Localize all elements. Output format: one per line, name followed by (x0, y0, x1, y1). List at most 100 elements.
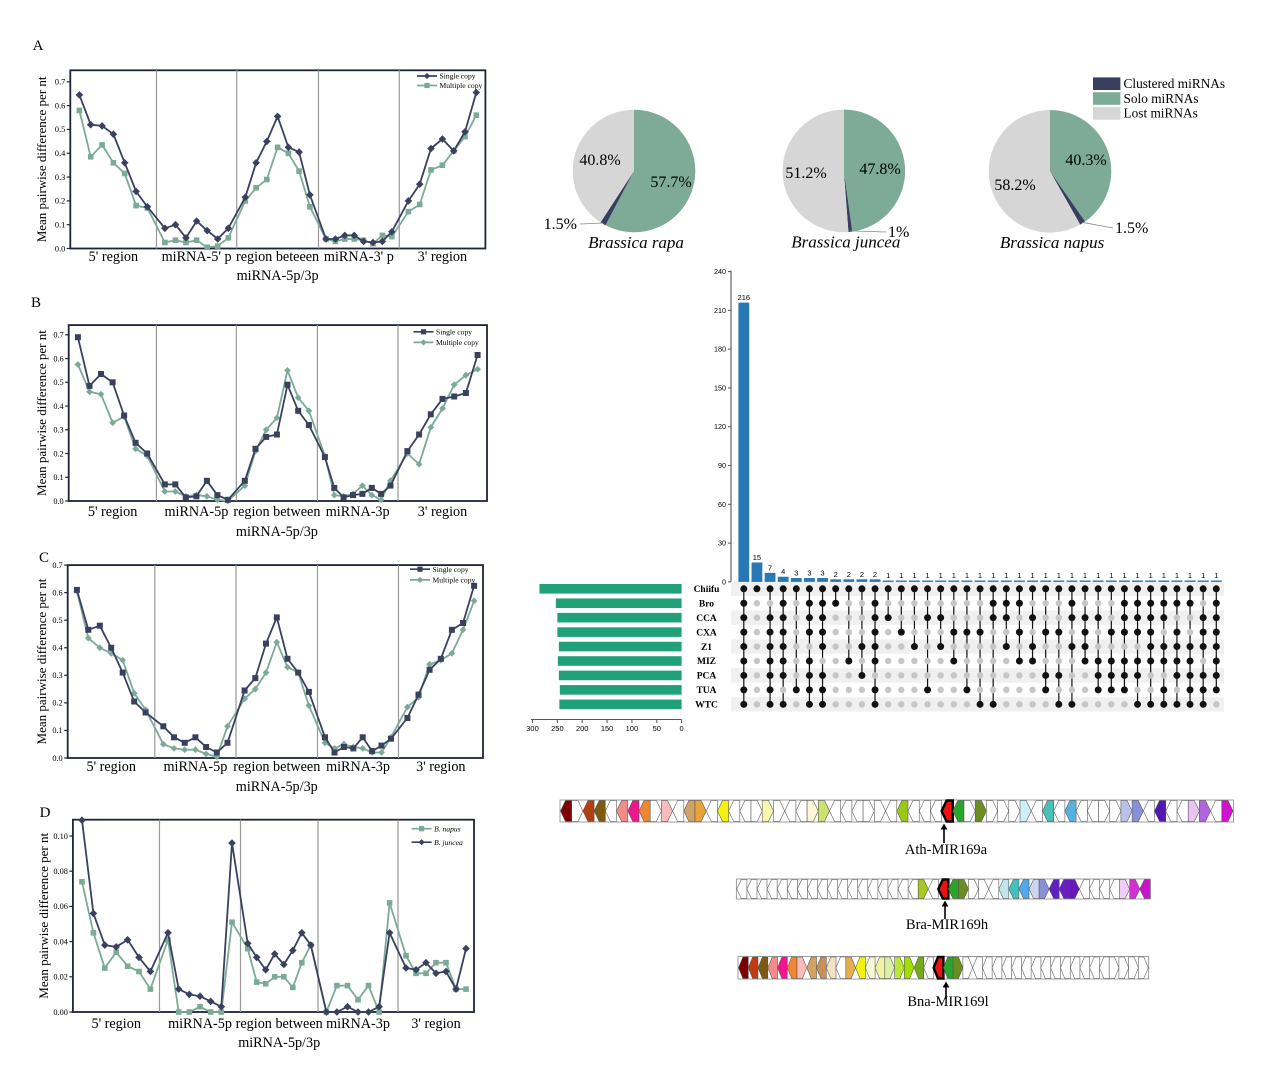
svg-text:0.4: 0.4 (52, 644, 63, 653)
svg-text:1: 1 (1044, 571, 1048, 580)
svg-text:Single copy: Single copy (440, 72, 476, 81)
svg-text:B: B (31, 295, 41, 311)
svg-text:7: 7 (768, 563, 772, 572)
svg-text:0.7: 0.7 (55, 78, 65, 87)
svg-text:47.8%: 47.8% (859, 161, 900, 178)
svg-text:A: A (33, 38, 44, 54)
svg-text:0.1: 0.1 (55, 221, 65, 230)
svg-text:Multiple copy: Multiple copy (440, 81, 483, 90)
svg-text:0.2: 0.2 (55, 197, 65, 206)
svg-text:5' region: 5' region (86, 759, 135, 775)
svg-text:1: 1 (1109, 571, 1113, 580)
svg-text:0.7: 0.7 (53, 331, 63, 340)
svg-text:C: C (39, 550, 49, 566)
svg-text:Clustered miRNAs: Clustered miRNAs (1124, 76, 1226, 91)
svg-text:1: 1 (1096, 571, 1100, 580)
svg-text:2: 2 (834, 570, 838, 579)
svg-text:2: 2 (847, 570, 851, 579)
svg-text:0.7: 0.7 (52, 561, 62, 570)
svg-text:1%: 1% (888, 224, 909, 241)
svg-text:57.7%: 57.7% (650, 174, 691, 191)
svg-text:0.5: 0.5 (55, 125, 65, 134)
svg-text:miRNA-3p: miRNA-3p (326, 1016, 390, 1032)
svg-text:1: 1 (978, 571, 982, 580)
svg-text:1.5%: 1.5% (1115, 220, 1148, 237)
svg-text:miRNA-5p/3p: miRNA-5p/3p (236, 779, 318, 795)
svg-text:300: 300 (526, 724, 539, 733)
svg-text:60: 60 (718, 500, 726, 509)
svg-text:0.2: 0.2 (53, 449, 63, 458)
svg-text:0.6: 0.6 (55, 101, 65, 110)
svg-text:CCA: CCA (696, 614, 717, 624)
svg-text:Single copy: Single copy (433, 565, 469, 574)
svg-text:3: 3 (794, 569, 798, 578)
svg-text:0.6: 0.6 (52, 588, 62, 597)
svg-text:120: 120 (714, 422, 726, 431)
svg-text:1: 1 (952, 571, 956, 580)
svg-text:1: 1 (925, 571, 929, 580)
svg-text:Brassica juncea: Brassica juncea (791, 233, 900, 252)
svg-text:5' region: 5' region (91, 1016, 140, 1032)
svg-text:0.08: 0.08 (53, 867, 68, 876)
svg-text:90: 90 (718, 461, 726, 470)
svg-text:50: 50 (653, 724, 661, 733)
svg-text:miRNA-5' p: miRNA-5' p (162, 249, 232, 265)
svg-text:region between: region between (233, 504, 320, 520)
svg-text:0: 0 (722, 577, 726, 586)
svg-text:1: 1 (1149, 571, 1153, 580)
svg-text:1: 1 (1162, 571, 1166, 580)
svg-text:5' region: 5' region (88, 504, 137, 520)
svg-text:1: 1 (965, 571, 969, 580)
svg-text:miRNA-3' p: miRNA-3' p (324, 249, 394, 265)
svg-text:1: 1 (1004, 571, 1008, 580)
svg-text:2: 2 (873, 570, 877, 579)
svg-text:240: 240 (714, 267, 726, 276)
svg-text:0.06: 0.06 (53, 902, 68, 911)
svg-text:15: 15 (753, 553, 761, 562)
svg-text:miRNA-3p: miRNA-3p (326, 759, 390, 775)
svg-text:miRNA-5p: miRNA-5p (163, 759, 227, 775)
svg-text:150: 150 (601, 724, 614, 733)
svg-text:Multiple copy: Multiple copy (433, 576, 476, 585)
svg-text:Bro: Bro (699, 599, 714, 609)
svg-text:51.2%: 51.2% (785, 165, 826, 182)
svg-text:1: 1 (1122, 571, 1126, 580)
svg-text:58.2%: 58.2% (994, 177, 1035, 194)
svg-text:0.0: 0.0 (53, 497, 63, 506)
svg-text:1: 1 (1214, 571, 1218, 580)
svg-text:180: 180 (714, 345, 726, 354)
svg-text:B. napus: B. napus (434, 824, 461, 833)
svg-text:30: 30 (718, 539, 726, 548)
svg-text:0.3: 0.3 (53, 426, 63, 435)
svg-text:Mean pairwise difference per n: Mean pairwise difference per nt (34, 76, 49, 242)
svg-text:0: 0 (680, 724, 684, 733)
svg-text:1: 1 (1083, 571, 1087, 580)
svg-text:miRNA-5p/3p: miRNA-5p/3p (238, 1035, 320, 1051)
svg-text:0.00: 0.00 (53, 1008, 68, 1017)
svg-text:2: 2 (860, 570, 864, 579)
svg-text:3' region: 3' region (418, 504, 467, 520)
svg-text:Bra-MIR169h: Bra-MIR169h (906, 917, 989, 933)
svg-text:0.1: 0.1 (52, 726, 62, 735)
svg-text:1: 1 (1135, 571, 1139, 580)
svg-text:Lost miRNAs: Lost miRNAs (1124, 106, 1198, 121)
svg-text:region between: region between (233, 759, 320, 775)
svg-text:1: 1 (1030, 571, 1034, 580)
svg-text:250: 250 (551, 724, 564, 733)
svg-text:miRNA-5p: miRNA-5p (168, 1016, 232, 1032)
svg-text:0.4: 0.4 (53, 402, 64, 411)
svg-text:Chiifu: Chiifu (694, 585, 721, 595)
svg-text:0.3: 0.3 (55, 173, 65, 182)
svg-text:100: 100 (626, 724, 639, 733)
svg-text:3' region: 3' region (411, 1016, 460, 1032)
svg-text:TUA: TUA (696, 686, 716, 696)
svg-text:3: 3 (820, 569, 824, 578)
svg-text:Multiple copy: Multiple copy (436, 338, 479, 347)
svg-text:1: 1 (886, 571, 890, 580)
svg-text:210: 210 (714, 306, 726, 315)
svg-text:0.04: 0.04 (53, 937, 68, 946)
svg-text:Brassica rapa: Brassica rapa (588, 233, 684, 252)
svg-text:1: 1 (1057, 571, 1061, 580)
svg-text:0.4: 0.4 (55, 149, 66, 158)
svg-text:1: 1 (1201, 571, 1205, 580)
